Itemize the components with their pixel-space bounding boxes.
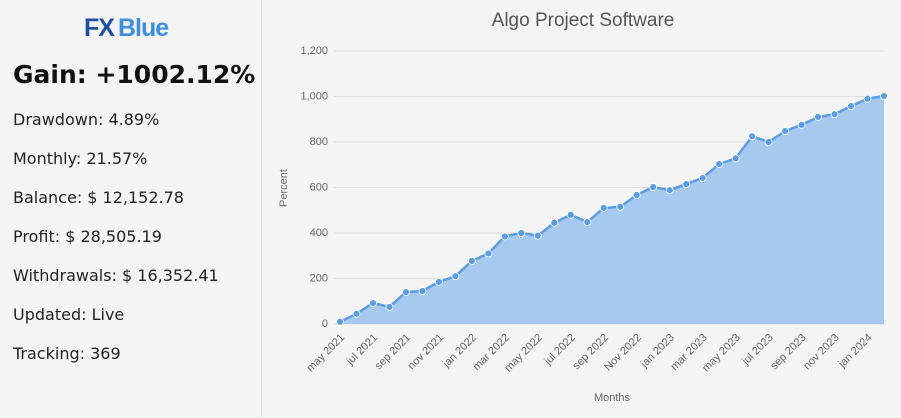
logo: FX Blue <box>84 14 169 43</box>
point <box>566 210 575 219</box>
area <box>340 96 884 324</box>
point <box>533 231 542 240</box>
y-tick-label: 1,000 <box>300 90 328 102</box>
logo-fx: FX <box>84 14 115 42</box>
point <box>830 110 839 119</box>
x-tick-label: jan 2024 <box>836 332 875 371</box>
chart: Algo Project Software Percent Months 0 20… <box>278 10 888 404</box>
y-axis-label: Percent <box>278 169 290 207</box>
y-tick-label: 1,200 <box>300 45 328 57</box>
x-tick-label: may 2021 <box>305 332 348 375</box>
point <box>336 317 344 326</box>
point <box>814 113 822 121</box>
stat: Profit: $ 28,505.19 <box>13 227 162 246</box>
point <box>500 232 509 241</box>
point <box>599 204 608 212</box>
y-tick-label: 800 <box>310 136 328 148</box>
point <box>402 288 410 297</box>
point <box>451 272 460 281</box>
chart-title: Algo Project Software <box>492 10 675 31</box>
point <box>682 180 691 188</box>
stat: Updated: Live <box>13 305 125 324</box>
point <box>797 121 806 129</box>
point <box>467 257 476 265</box>
gain: Gain: +1002.12% <box>13 60 256 89</box>
y-tick-label: 600 <box>310 181 328 193</box>
point <box>418 287 427 295</box>
logo-blue: Blue <box>117 14 169 42</box>
point <box>863 94 872 103</box>
point <box>731 154 740 163</box>
stat: Withdrawals: $ 16,352.41 <box>13 266 219 285</box>
point <box>369 299 377 307</box>
point <box>715 160 724 168</box>
stat: Balance: $ 12,152.78 <box>13 188 184 207</box>
line <box>339 94 885 323</box>
point <box>847 102 855 110</box>
stat: Tracking: 369 <box>13 344 121 363</box>
x-tick-label: nov 2021 <box>406 332 446 372</box>
point <box>352 309 361 318</box>
y-tick-label: 200 <box>310 272 328 284</box>
point <box>517 229 526 237</box>
x-tick-label: nov 2023 <box>801 332 841 372</box>
point <box>583 218 592 226</box>
x-axis-label: Months <box>594 392 631 404</box>
point <box>632 191 641 199</box>
point <box>764 138 773 146</box>
y-tick-label: 400 <box>310 227 328 239</box>
stat: Drawdown: 4.89% <box>13 110 160 129</box>
point <box>385 303 394 311</box>
point <box>435 278 443 286</box>
point <box>649 183 658 191</box>
stats-panel: FX Blue Gain: +1002.12% Drawdown: 4.89% Mo… <box>0 0 262 418</box>
point <box>616 202 625 211</box>
point <box>484 249 493 258</box>
point <box>748 132 757 141</box>
y-tick-label: 0 <box>322 318 328 330</box>
point <box>781 127 789 135</box>
stat: Monthly: 21.57% <box>13 149 148 168</box>
point <box>698 174 707 182</box>
point <box>550 218 559 227</box>
point <box>880 92 888 100</box>
point <box>665 186 674 195</box>
